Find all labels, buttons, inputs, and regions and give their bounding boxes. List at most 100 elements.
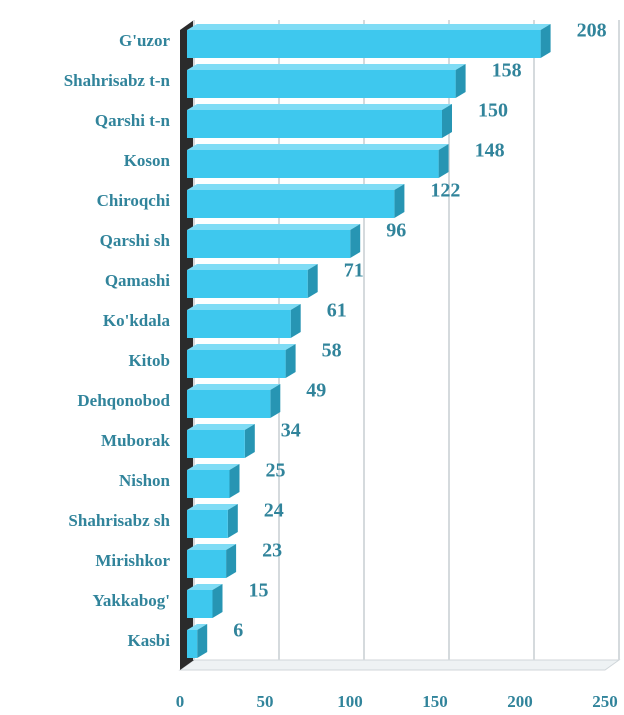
bar-front — [187, 510, 228, 538]
bar-front — [187, 70, 456, 98]
bar — [187, 344, 296, 378]
bar-face — [438, 144, 449, 178]
value-label: 58 — [322, 340, 342, 362]
bar-face — [212, 584, 223, 618]
bar-face — [187, 424, 255, 430]
bar-front — [187, 470, 230, 498]
bar — [187, 384, 281, 418]
bar-face — [187, 24, 551, 30]
bar-face — [394, 184, 405, 218]
bar-face — [187, 224, 361, 230]
x-tick-label: 200 — [507, 692, 533, 711]
category-label: Dehqonobod — [77, 391, 170, 410]
bar-face — [307, 264, 318, 298]
value-label: 34 — [281, 420, 301, 442]
category-label: Qamashi — [105, 271, 170, 290]
bar-face — [285, 344, 296, 378]
x-tick-label: 100 — [337, 692, 363, 711]
bar-face — [187, 264, 318, 270]
bar-face — [187, 64, 466, 70]
bar-front — [187, 270, 308, 298]
bar — [187, 264, 318, 298]
value-label: 23 — [262, 540, 282, 562]
category-label: Shahrisabz t-n — [64, 71, 171, 90]
bar-face — [229, 464, 240, 498]
bar-face — [187, 104, 452, 110]
bar-face — [540, 24, 551, 58]
bar-front — [187, 190, 395, 218]
bar-front — [187, 150, 439, 178]
category-label: Koson — [124, 151, 171, 170]
bar-face — [197, 624, 208, 658]
bar-face — [290, 304, 301, 338]
category-label: Mirishkor — [95, 551, 170, 570]
value-label: 208 — [577, 20, 607, 42]
bar — [187, 64, 466, 98]
bar-front — [187, 430, 245, 458]
value-label: 25 — [266, 460, 286, 482]
bar-face — [350, 224, 361, 258]
bar-face — [187, 304, 301, 310]
category-label: Chiroqchi — [97, 191, 171, 210]
value-label: 24 — [264, 500, 284, 522]
left-wall — [180, 20, 194, 670]
bar-front — [187, 390, 271, 418]
category-label: Shahrisabz sh — [68, 511, 170, 530]
value-label: 150 — [478, 100, 508, 122]
category-label: G'uzor — [119, 31, 170, 50]
bar-front — [187, 30, 541, 58]
bar-front — [187, 550, 227, 578]
category-label: Kasbi — [127, 631, 170, 650]
value-label: 158 — [492, 60, 522, 82]
bar — [187, 504, 238, 538]
bar-face — [187, 624, 208, 630]
bar — [187, 544, 237, 578]
value-label: 122 — [430, 180, 460, 202]
bar-front — [187, 590, 213, 618]
bar — [187, 584, 223, 618]
category-label: Ko'kdala — [103, 311, 171, 330]
bar — [187, 424, 255, 458]
bar-face — [187, 344, 296, 350]
value-label: 15 — [249, 580, 269, 602]
bar-front — [187, 630, 198, 658]
bar — [187, 464, 240, 498]
bar-front — [187, 310, 291, 338]
bar-face — [187, 504, 238, 510]
x-tick-label: 250 — [592, 692, 618, 711]
bar-face — [244, 424, 255, 458]
bar — [187, 24, 551, 58]
category-label: Nishon — [119, 471, 171, 490]
bar — [187, 144, 449, 178]
category-label: Qarshi t-n — [95, 111, 171, 130]
bar-face — [187, 544, 237, 550]
x-tick-label: 150 — [422, 692, 448, 711]
bar-face — [187, 584, 223, 590]
bar-face — [187, 144, 449, 150]
bar-front — [187, 110, 442, 138]
x-tick-label: 0 — [176, 692, 185, 711]
bar-front — [187, 230, 351, 258]
bar — [187, 624, 208, 658]
category-label: Muborak — [101, 431, 171, 450]
value-label: 49 — [306, 380, 326, 402]
bar-face — [187, 384, 281, 390]
bar-face — [187, 184, 405, 190]
value-label: 148 — [475, 140, 505, 162]
bar — [187, 304, 301, 338]
bar — [187, 184, 405, 218]
x-tick-label: 50 — [257, 692, 274, 711]
category-label: Qarshi sh — [100, 231, 171, 250]
category-label: Kitob — [128, 351, 170, 370]
value-label: 96 — [386, 220, 406, 242]
floor — [178, 659, 621, 671]
bar — [187, 224, 361, 258]
bar-face — [226, 544, 237, 578]
category-label: Yakkabog' — [93, 591, 170, 610]
value-label: 71 — [344, 260, 364, 282]
bar-face — [187, 464, 240, 470]
bar-front — [187, 350, 286, 378]
value-label: 61 — [327, 300, 347, 322]
bar-face — [227, 504, 238, 538]
